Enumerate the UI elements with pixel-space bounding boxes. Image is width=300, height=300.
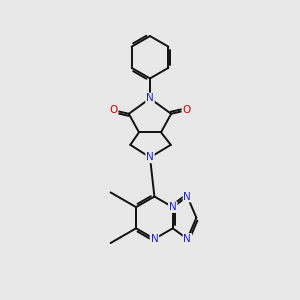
Text: N: N — [151, 234, 158, 244]
Text: O: O — [182, 105, 190, 115]
Text: N: N — [169, 202, 177, 212]
Text: N: N — [184, 191, 191, 202]
Text: O: O — [110, 105, 118, 115]
Text: N: N — [146, 152, 154, 162]
Text: N: N — [146, 94, 154, 103]
Text: N: N — [184, 234, 191, 244]
